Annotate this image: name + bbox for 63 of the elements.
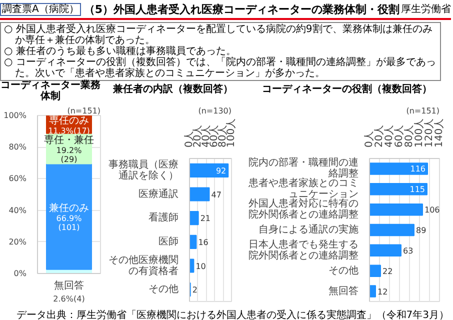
x-tick-label: 120人: [424, 118, 435, 148]
y-tick-label: その他医療機関の有資格者: [108, 254, 178, 277]
x-tick-label: 0人: [184, 131, 195, 148]
data-label: 21: [200, 214, 211, 224]
y-tick-label: 事務職員（医療通訳を除く）: [108, 158, 178, 182]
data-label: 10: [196, 262, 206, 271]
series-label: 兼任のみ: [49, 202, 89, 214]
text: ○ コーディネーターの役割（複数回答）では、「院内の部署・職種間の連絡調整」が最多であった。次いで「患者や患者家族とのコミュニケーション」が多かった。: [4, 57, 437, 79]
y-tick-label: 0%: [14, 269, 27, 278]
x-tick-label: 20人: [192, 124, 204, 148]
y-tick-label: 20%: [8, 237, 27, 246]
y-tick-label: 40%: [8, 206, 27, 215]
data-label: 63: [403, 246, 414, 256]
data-label: 66.9% (101): [56, 214, 82, 232]
x-tick-label: 40人: [200, 124, 212, 148]
x-tick-label: 20人: [374, 124, 385, 148]
chart-title: コーディネーター業務体制: [0, 80, 101, 102]
x-tick-label: 100人: [226, 118, 237, 148]
data-label: 116: [410, 164, 426, 174]
y-tick-label: その他: [148, 283, 178, 296]
series-label: 専任のみ: [49, 114, 89, 126]
text: ○ 外国人患者受入れ医療コーディネーターを配置している病院の約9割で、業務体制は兼任のみか専任＋兼任の体制であった。: [4, 24, 434, 46]
data-label: 89: [416, 226, 426, 235]
data-label: 16: [198, 238, 208, 247]
text: (n=151): [67, 106, 101, 116]
y-tick-label: 外国人患者対応に特有の院外関係者との連絡調整: [248, 198, 358, 221]
x-tick-label: 100人: [414, 118, 425, 148]
y-tick-label: 60%: [8, 174, 27, 184]
y-tick-label: 100%: [4, 111, 27, 120]
data-label: 2: [192, 286, 198, 295]
y-tick-label: 医師: [158, 235, 178, 248]
text: （5）外国人患者受入れ医療コーディネーターの業務体制・役割: [84, 3, 400, 16]
chart-title: 兼任者の内訳（複数回答）: [112, 84, 234, 95]
y-tick-label: 80%: [8, 142, 27, 152]
series-label: 専任・兼任: [44, 134, 94, 146]
data-label: 106: [424, 206, 440, 215]
data-label: 92: [216, 166, 226, 176]
y-tick-label: 看護師: [148, 212, 178, 224]
series-label: 無回答: [54, 280, 84, 292]
data-label: 22: [382, 266, 393, 276]
chart-title: コーディネーターの役割（複数回答）: [261, 84, 433, 95]
data-label: 11.3%(17): [48, 126, 90, 136]
text: ○ 兼任者のうち最も多い職種は事務職員であった。: [4, 46, 236, 57]
text: 厚生労働省: [401, 4, 451, 15]
text: 調査票A（病院）: [0, 3, 81, 16]
y-tick-label: 日本人患者でも発生する院外関係者との連絡調整: [248, 238, 358, 262]
data-label: 12: [378, 287, 388, 296]
data-label: 2.6%(4): [53, 294, 85, 304]
x-tick-label: 0人: [364, 131, 375, 148]
y-tick-label: 医療通訳: [138, 188, 178, 200]
y-tick-label: その他: [328, 264, 358, 276]
data-label: 115: [410, 185, 426, 194]
text: (n=151): [406, 106, 440, 116]
y-tick-label: 無回答: [328, 284, 358, 297]
text: (n=130): [198, 106, 232, 116]
x-tick-label: 40人: [384, 124, 395, 148]
data-label: 19.2% (29): [56, 146, 82, 164]
x-tick-label: 80人: [404, 124, 415, 148]
x-tick-label: 140人: [434, 118, 445, 148]
y-tick-label: 自身による通訳の実施: [258, 224, 358, 236]
data-label: 47: [211, 190, 222, 200]
text: データ出典：厚生労働省「医療機関における外国人患者の受入に係る実態調査」（令和7年3月）: [15, 310, 449, 320]
x-tick-label: 60人: [394, 124, 405, 148]
